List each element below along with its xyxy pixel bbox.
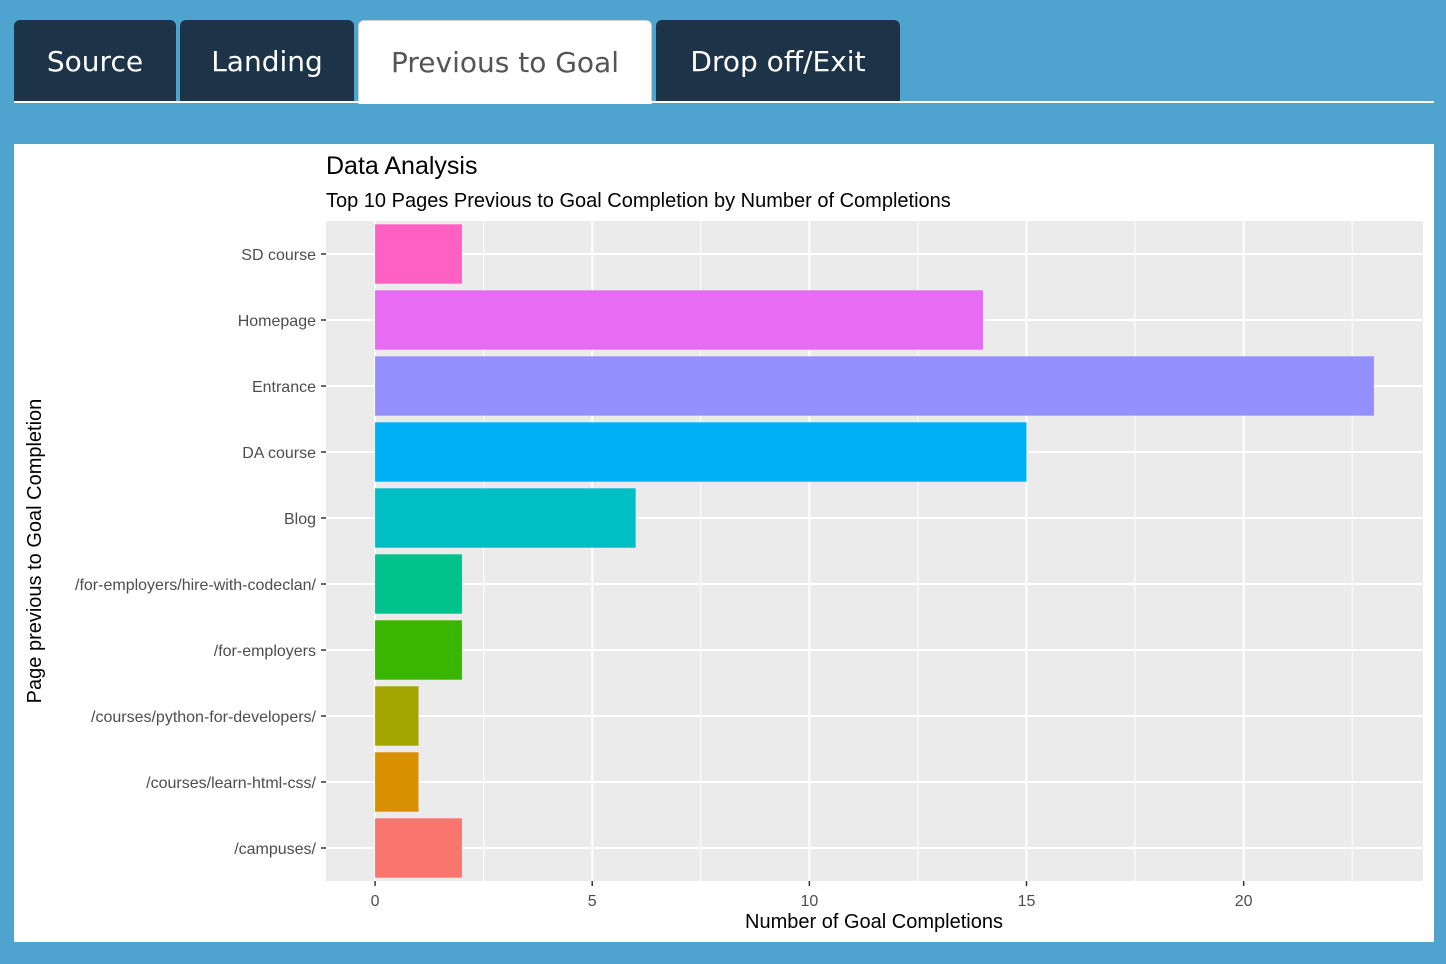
bar: [375, 488, 636, 548]
x-tick-label: 0: [371, 893, 380, 910]
y-tick-label: /campuses/: [234, 841, 316, 858]
tab-previous-to-goal[interactable]: Previous to Goal: [358, 20, 652, 104]
x-tick-label: 20: [1235, 893, 1253, 910]
chart-panel: Data Analysis Top 10 Pages Previous to G…: [14, 144, 1434, 942]
y-axis-label: Page previous to Goal Completion: [24, 399, 46, 704]
y-axis: SD course Homepage Entrance DA course Blog/f…: [75, 247, 326, 858]
x-axis: 0 5 10 15 20: [371, 881, 1253, 910]
y-tick-label: Blog: [284, 511, 316, 528]
y-tick-label: DA course: [242, 445, 316, 462]
chart-title: Data Analysis: [326, 152, 477, 180]
tab-drop-off-exit[interactable]: Drop off/Exit: [656, 20, 900, 103]
bar: [375, 554, 462, 614]
tab-bar-underline: [14, 101, 1434, 103]
y-tick-label: SD course: [241, 247, 316, 264]
bar: [375, 752, 419, 812]
tab-bar: Source Landing Previous to Goal Drop off…: [14, 20, 1434, 104]
bar: [375, 224, 462, 284]
chart-subtitle: Top 10 Pages Previous to Goal Completion…: [326, 190, 951, 212]
x-tick-label: 10: [800, 893, 818, 910]
y-tick-label: Homepage: [238, 313, 316, 330]
x-axis-label: Number of Goal Completions: [745, 911, 1003, 933]
x-tick-label: 5: [588, 893, 597, 910]
bar: [375, 290, 984, 350]
bar: [375, 620, 462, 680]
bar: [375, 422, 1027, 482]
bar: [375, 818, 462, 878]
y-tick-label: /courses/learn-html-css/: [146, 775, 316, 792]
y-tick-label: /courses/python-for-developers/: [91, 709, 317, 726]
bar: [375, 686, 419, 746]
y-tick-label: Entrance: [252, 379, 316, 396]
y-tick-label: /for-employers/hire-with-codeclan/: [75, 577, 317, 594]
x-tick-label: 15: [1018, 893, 1036, 910]
tab-source[interactable]: Source: [14, 20, 176, 103]
bar: [375, 356, 1374, 416]
tab-landing[interactable]: Landing: [180, 20, 354, 103]
bars: [375, 224, 1374, 878]
y-tick-label: /for-employers: [214, 643, 316, 660]
bar-chart: Data Analysis Top 10 Pages Previous to G…: [24, 152, 1423, 933]
